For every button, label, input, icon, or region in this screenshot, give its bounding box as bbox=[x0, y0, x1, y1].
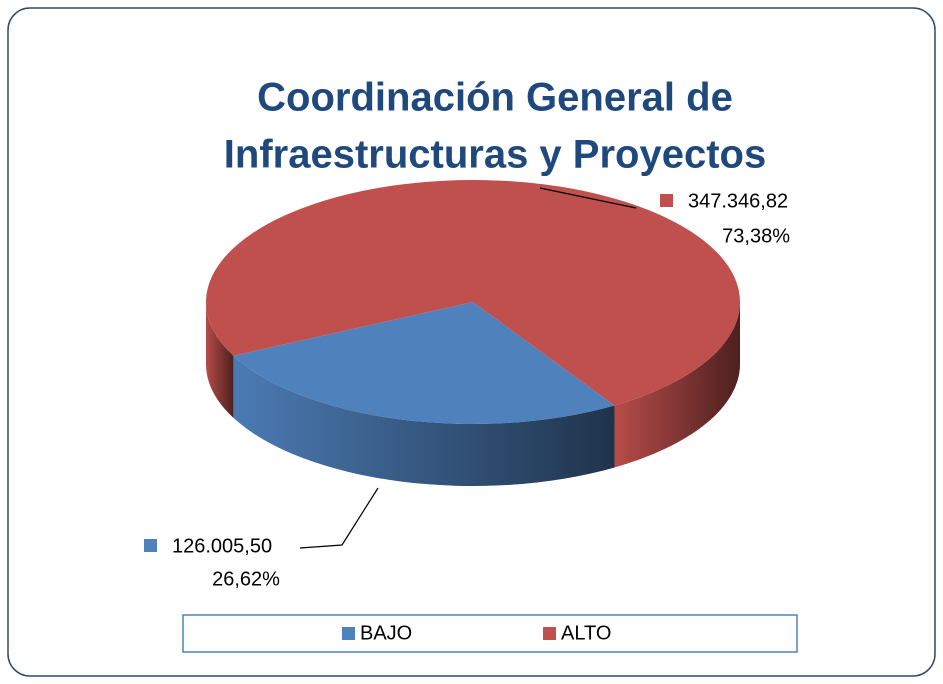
legend-swatch bbox=[543, 627, 556, 640]
label-swatch bbox=[660, 194, 673, 207]
label-swatch bbox=[144, 539, 157, 552]
percent-label: 26,62% bbox=[212, 568, 280, 590]
pie bbox=[205, 179, 740, 486]
slice bbox=[205, 179, 740, 406]
slice-side-shade bbox=[206, 302, 234, 418]
leader-line bbox=[299, 487, 379, 549]
slice-side-shade bbox=[233, 355, 615, 486]
legend bbox=[182, 614, 798, 653]
legend-label: ALTO bbox=[561, 622, 611, 644]
leader-line bbox=[539, 187, 637, 209]
legend-label: BAJO bbox=[360, 622, 412, 644]
slice-side-shade bbox=[614, 302, 740, 468]
value-label: 126.005,50 bbox=[172, 535, 272, 557]
chart-title: Infraestructuras y Proyectos bbox=[224, 133, 766, 177]
slice bbox=[233, 302, 615, 424]
chart-title: Coordinación General de bbox=[257, 76, 733, 120]
value-label: 347.346,82 bbox=[688, 190, 788, 212]
legend-swatch bbox=[342, 627, 355, 640]
percent-label: 73,38% bbox=[722, 225, 790, 247]
